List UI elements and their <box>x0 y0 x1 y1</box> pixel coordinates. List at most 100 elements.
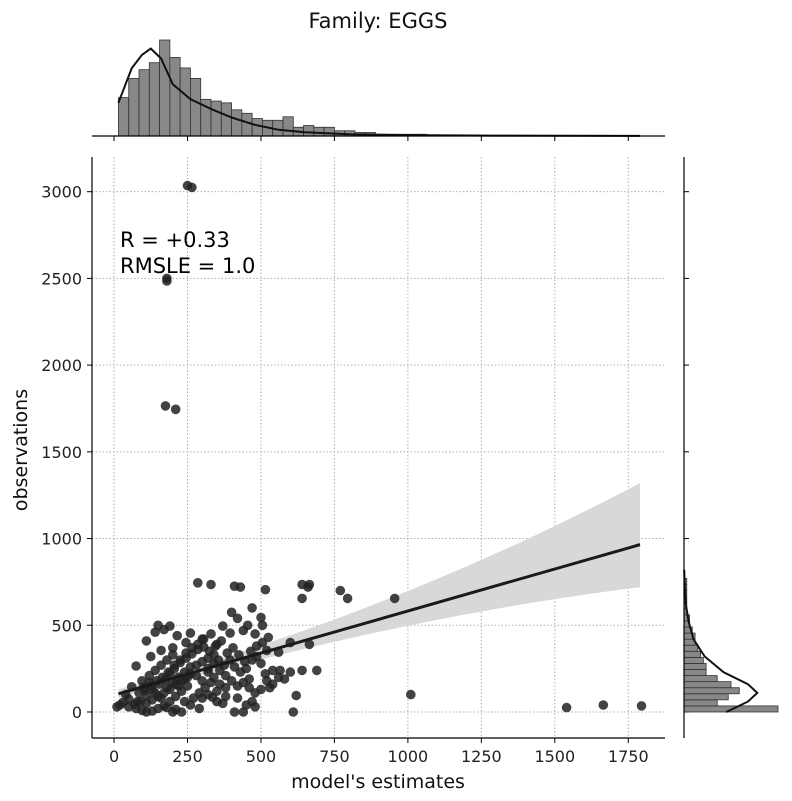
scatter-point <box>216 636 227 646</box>
y-tick-label: 2500 <box>41 269 82 288</box>
scatter-point <box>160 401 171 411</box>
y-tick-label: 1500 <box>41 443 82 462</box>
scatter-point <box>162 276 172 286</box>
scatter-point <box>235 582 246 592</box>
scatter-point <box>250 629 260 639</box>
top-histogram-bar <box>118 97 130 137</box>
scatter-point <box>212 686 222 696</box>
scatter-point <box>168 650 178 660</box>
x-tick-label: 1250 <box>461 747 502 766</box>
scatter-point <box>561 702 572 713</box>
scatter-point <box>225 628 235 638</box>
scatter-point <box>131 661 141 671</box>
scatter-point <box>297 665 307 676</box>
right-histogram-bar <box>683 675 718 683</box>
scatter-point <box>256 612 266 623</box>
top-histogram-bar <box>303 125 315 137</box>
scatter-point <box>291 690 302 701</box>
scatter-point <box>232 613 243 624</box>
x-ticks: 0 250 500 750 1000 1250 1500 1750 <box>109 136 649 766</box>
scatter-point <box>256 658 266 669</box>
scatter-point <box>198 634 209 644</box>
scatter-point <box>163 667 174 677</box>
scatter-point <box>146 651 156 662</box>
regression-line <box>118 543 641 696</box>
scatter-point <box>226 607 237 618</box>
scatter-point <box>175 655 185 665</box>
scatter-point <box>193 578 203 588</box>
scatter-point <box>288 707 299 717</box>
scatter-point <box>141 636 152 646</box>
top-histogram-bar <box>313 126 325 137</box>
y-tick-label: 1000 <box>41 530 82 549</box>
scatter-point <box>312 665 322 676</box>
top-histogram-bar <box>159 39 171 137</box>
scatter-point <box>218 621 228 631</box>
top-marginal-histogram <box>117 39 641 137</box>
scatter-point <box>228 643 238 653</box>
scatter-point <box>257 620 268 631</box>
y-tick-label: 500 <box>51 616 82 635</box>
scatter-point <box>342 593 353 604</box>
scatter-point <box>279 674 290 684</box>
scatter-point <box>229 707 240 717</box>
top-histogram-bar <box>323 126 335 137</box>
top-histogram-bar <box>169 57 181 137</box>
scatter-point <box>241 700 252 710</box>
scatter-point <box>220 691 231 702</box>
scatter-point <box>250 688 260 698</box>
scatter-point <box>162 702 172 713</box>
y-tick-label: 2000 <box>41 356 82 375</box>
x-tick-label: 500 <box>246 747 277 766</box>
scatter-point <box>112 702 122 712</box>
y-tick-label: 0 <box>72 703 82 722</box>
top-kde-curve <box>117 47 641 137</box>
scatter-point <box>267 665 278 676</box>
scatter-point <box>185 628 196 638</box>
right-histogram-bar <box>683 650 701 658</box>
scatter-point <box>285 667 296 677</box>
scatter-point <box>335 585 346 596</box>
scatter-point <box>304 639 315 650</box>
scatter-point <box>153 620 163 631</box>
scatter-point <box>194 703 205 714</box>
scatter-point <box>170 404 181 415</box>
top-histogram-bar <box>128 78 140 137</box>
scatter-point <box>297 593 307 604</box>
scatter-point <box>250 702 260 712</box>
scatter-point <box>206 677 216 688</box>
right-histogram-bar <box>683 663 707 670</box>
x-tick-label: 0 <box>109 747 119 766</box>
top-histogram-bar <box>210 100 222 137</box>
stats-annotation-r: R = +0.33 <box>120 228 230 252</box>
x-tick-label: 1500 <box>534 747 575 766</box>
scatter-point <box>267 679 278 689</box>
scatter-point <box>247 603 257 613</box>
chart-title: Family: EGGS <box>309 9 448 33</box>
x-tick-label: 1750 <box>608 747 649 766</box>
right-histogram-bar <box>683 693 729 701</box>
right-histogram-bar <box>683 644 699 652</box>
scatter-point <box>170 704 181 715</box>
top-histogram-bar <box>282 116 294 137</box>
scatter-point <box>206 629 216 639</box>
regression-line-path <box>118 543 641 696</box>
x-axis-label: model's estimates <box>291 771 465 793</box>
scatter-point <box>212 696 222 707</box>
right-histogram-bar <box>683 699 718 707</box>
scatter-point <box>172 630 182 641</box>
scatter-point <box>168 643 178 653</box>
scatter-point <box>187 182 197 193</box>
scatter-point <box>232 693 243 703</box>
top-histogram-bar <box>251 118 263 137</box>
top-histogram-bar <box>138 69 150 137</box>
x-tick-label: 250 <box>172 747 203 766</box>
x-tick-label: 750 <box>319 747 350 766</box>
top-histogram-bar <box>179 67 191 137</box>
top-histogram-bar <box>231 109 243 137</box>
scatter-point <box>263 632 274 643</box>
y-ticks: 0 500 1000 1500 2000 2500 3000 <box>41 183 689 722</box>
scatter-point <box>206 579 216 590</box>
scatter-point <box>238 625 249 636</box>
right-kde-curve <box>683 569 759 713</box>
